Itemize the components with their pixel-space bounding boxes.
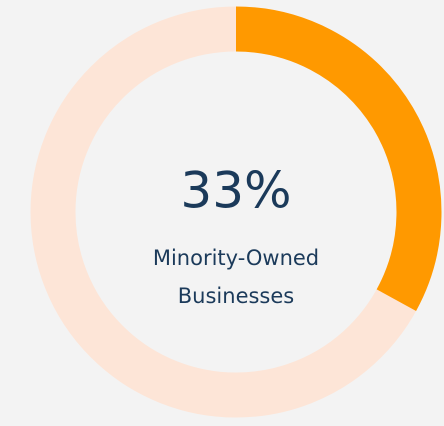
value-label: 33%: [180, 162, 291, 220]
center-label: Minority-Owned: [153, 246, 319, 270]
donut-segment: [235, 6, 442, 311]
center-label: Businesses: [178, 284, 294, 308]
